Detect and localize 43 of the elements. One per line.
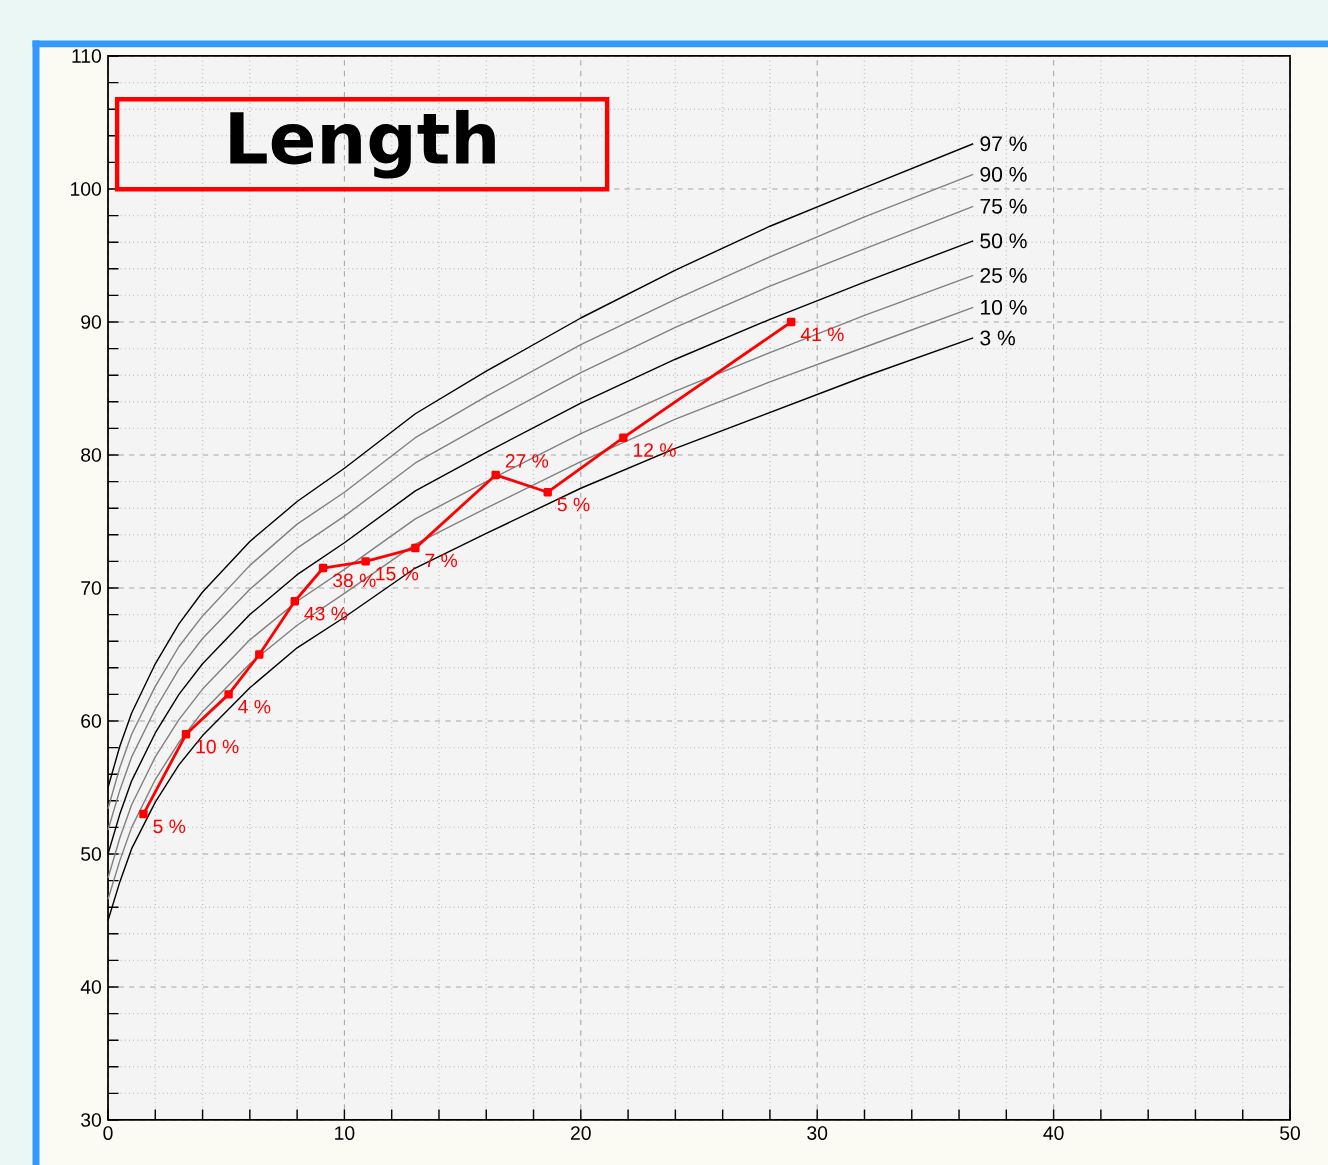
annotation: 43 % [304, 606, 348, 621]
point [224, 690, 233, 699]
point [411, 543, 420, 553]
x-tick-label: 10 [335, 1126, 355, 1140]
point [786, 317, 796, 327]
y-tick-label: 60 [81, 714, 102, 728]
point [619, 433, 628, 442]
x-tick-label: 50 [1280, 1126, 1300, 1140]
x-tick-label: 20 [571, 1126, 591, 1140]
point [139, 809, 148, 819]
annotation: 4 % [238, 699, 271, 714]
series-label: 90 % [980, 166, 1027, 182]
y-tick-label: 30 [81, 1113, 102, 1127]
y-tick-label: 100 [71, 182, 102, 196]
y-tick-label: 80 [81, 448, 102, 462]
y-tick-label: 50 [81, 847, 102, 861]
series-label: 50 % [980, 233, 1027, 249]
annotation: 41 % [800, 327, 844, 342]
point [255, 650, 264, 659]
text: Length [230, 110, 495, 179]
annotation: 27 % [505, 454, 549, 468]
point [543, 488, 552, 497]
point [181, 730, 191, 739]
point [361, 557, 370, 566]
y-tick-label: 110 [72, 49, 102, 63]
y-tick-label: 40 [80, 980, 102, 994]
annotation: 5 % [153, 819, 186, 834]
y-tick-label: 70 [81, 581, 102, 595]
series-label: 75 % [980, 198, 1027, 214]
x-tick-label: 30 [807, 1126, 828, 1140]
y-tick-label: 90 [81, 315, 102, 329]
point [491, 470, 500, 480]
annotation: 10 % [196, 739, 239, 754]
series-label: 10 % [981, 299, 1027, 315]
x-tick-label: 0 [103, 1126, 113, 1140]
annotation: 38 % [333, 573, 376, 588]
series-label: 97 % [980, 136, 1027, 152]
annotation: 5 % [557, 497, 590, 512]
x-tick-label: 40 [1043, 1126, 1064, 1140]
point [318, 563, 328, 573]
series-label: 25 % [980, 267, 1027, 283]
series-label: 3 % [980, 330, 1015, 346]
point [290, 597, 299, 606]
